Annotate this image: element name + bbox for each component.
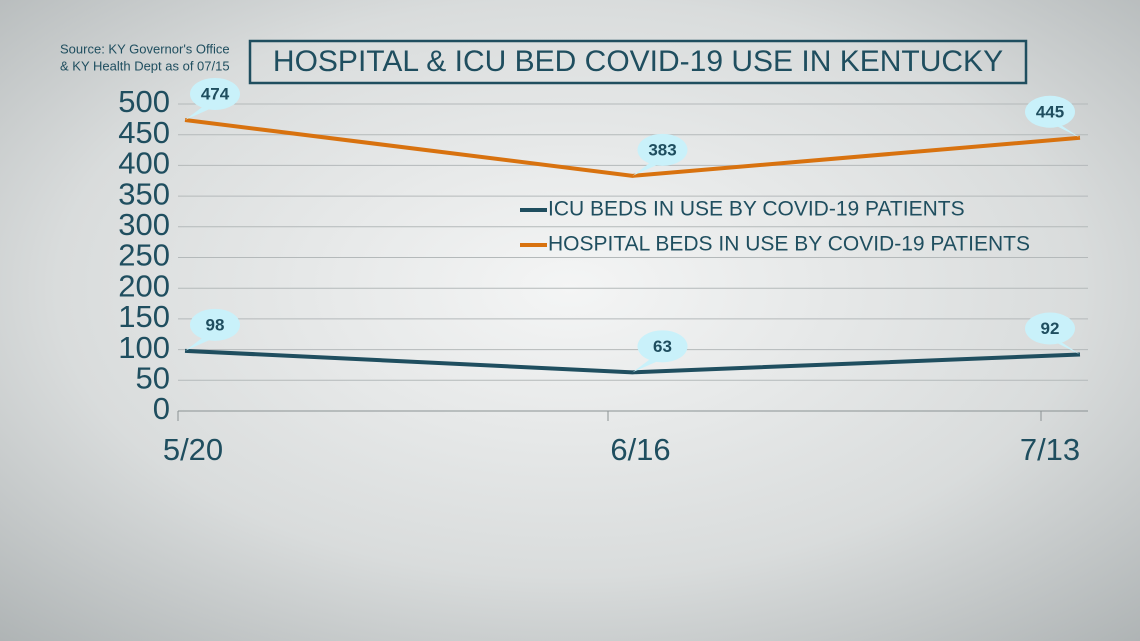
data-label: 474 xyxy=(201,84,230,103)
y-tick-label: 150 xyxy=(118,299,170,334)
source-line: & KY Health Dept as of 07/15 xyxy=(60,58,230,73)
y-tick-label: 100 xyxy=(118,330,170,365)
bubble xyxy=(1025,95,1075,128)
y-tick-label: 200 xyxy=(118,268,170,303)
bubble xyxy=(1025,312,1075,345)
x-tick-label: 7/13 xyxy=(1020,432,1080,467)
title-box xyxy=(248,39,1028,85)
y-tick-label: 450 xyxy=(118,115,170,150)
bubble xyxy=(637,330,688,363)
bubble xyxy=(190,77,240,110)
data-label: 63 xyxy=(653,337,672,356)
y-tick-label: 0 xyxy=(153,391,170,426)
y-tick-label: 400 xyxy=(118,146,170,181)
y-tick-label: 250 xyxy=(118,238,170,273)
chart-title: HOSPITAL & ICU BED COVID-19 USE IN KENTU… xyxy=(273,45,1003,78)
data-label: 383 xyxy=(648,140,676,159)
data-label: 98 xyxy=(206,315,225,334)
data-label: 445 xyxy=(1036,102,1064,121)
bubble xyxy=(637,133,688,166)
y-tick-label: 350 xyxy=(118,176,170,211)
y-tick-label: 50 xyxy=(136,360,170,395)
data-label: 92 xyxy=(1041,319,1060,338)
x-tick-label: 5/20 xyxy=(163,432,223,467)
x-tick-label: 6/16 xyxy=(610,432,670,467)
legend-label: HOSPITAL BEDS IN USE BY COVID-19 PATIENT… xyxy=(548,233,1030,256)
y-tick-label: 500 xyxy=(118,84,170,119)
y-tick-label: 300 xyxy=(118,207,170,242)
source-line: Source: KY Governor's Office xyxy=(60,41,230,56)
legend-label: ICU BEDS IN USE BY COVID-19 PATIENTS xyxy=(548,198,965,221)
bubble xyxy=(190,308,240,341)
